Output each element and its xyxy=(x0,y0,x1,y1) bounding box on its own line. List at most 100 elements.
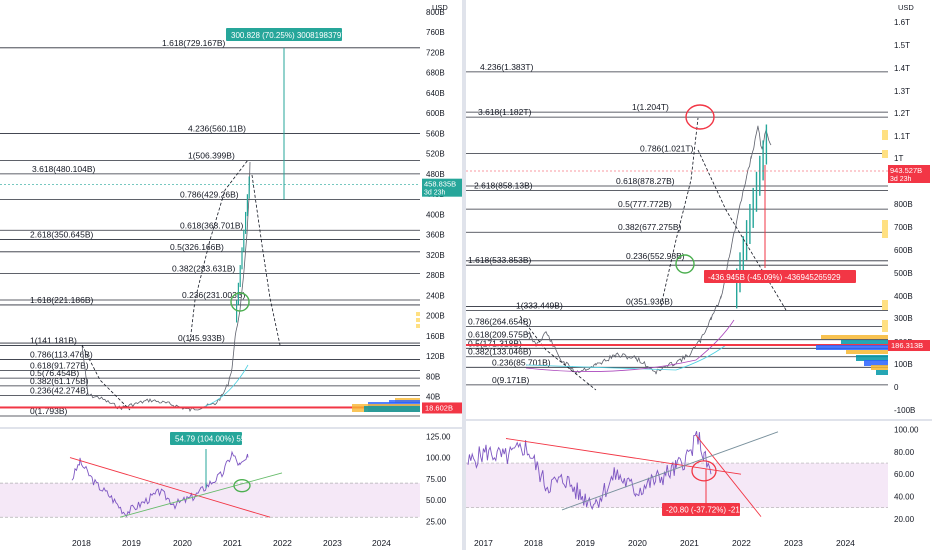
rsi-measure-label-box xyxy=(170,432,242,445)
volume-profile-bar xyxy=(856,355,888,361)
left-chart-svg[interactable]: 1.618(729.167B) 4.236(560.11B) 1(506.399B)… xyxy=(0,0,462,550)
time-axis-tick: 2021 xyxy=(223,538,242,548)
price-axis-tick: 480B xyxy=(426,170,445,179)
volume-profile-bar xyxy=(864,360,888,366)
time-axis-tick: 2024 xyxy=(836,538,855,548)
fib-level-label: 3.618(480.104B) xyxy=(32,164,95,174)
rsi-highlight-circle xyxy=(691,460,717,482)
price-axis-tick: 760B xyxy=(426,28,445,37)
measure-label-text: -436.945B (-45.09%) -436945265929 xyxy=(708,273,841,282)
volume-profile-bar xyxy=(882,220,888,238)
fib-level-label: 0.618(368.701B) xyxy=(180,220,243,230)
time-axis-tick: 2022 xyxy=(732,538,751,548)
price-candle xyxy=(742,236,744,277)
rsi-measure-label-box xyxy=(662,503,740,516)
support-price-tag[interactable] xyxy=(888,340,930,352)
fib-level-label: 0.5(171.318B) xyxy=(468,338,522,348)
price-axis-tick: 720B xyxy=(426,48,445,57)
volume-profile-bar xyxy=(816,345,888,350)
time-axis-tick: 2024 xyxy=(372,538,391,548)
support-line xyxy=(466,344,888,347)
price-candle xyxy=(752,187,754,228)
right-chart-svg[interactable]: 4.236(1.383T) 1(1.204T) 3.618(1.182T) 0.786… xyxy=(466,0,932,550)
price-axis-tick: 700B xyxy=(894,223,913,232)
current-price-value: 943.527B xyxy=(890,166,922,175)
support-price-tag[interactable] xyxy=(422,402,462,414)
price-candle xyxy=(736,268,738,309)
measure-label-box xyxy=(704,270,856,283)
fib-level-label: 0.5(777.772B) xyxy=(618,199,672,209)
moving-average-line xyxy=(525,344,727,371)
price-candle xyxy=(759,155,761,196)
support-price-value: 186.313B xyxy=(891,341,923,350)
fib-level-label: 1(141.181B) xyxy=(30,335,77,345)
rsi-axis-tick: 75.00 xyxy=(426,475,447,484)
volume-profile-bar xyxy=(389,400,420,403)
price-series-line xyxy=(81,161,251,412)
time-axis-tick: 2020 xyxy=(173,538,192,548)
time-axis-tick: 2018 xyxy=(72,538,91,548)
time-axis-tick: 2022 xyxy=(273,538,292,548)
rsi-highlight-circle xyxy=(233,479,251,493)
price-axis-tick: 600B xyxy=(894,246,913,255)
rsi-measure-label-text: -20.80 (-37.72%) -21 xyxy=(666,506,740,515)
fib-level-label: 2.618(350.645B) xyxy=(30,229,93,239)
rsi-axis-tick: 50.00 xyxy=(426,496,447,505)
price-axis-tick: 200B xyxy=(426,312,445,321)
current-price-countdown: 3d 23h xyxy=(890,176,912,183)
price-axis-tick: 800B xyxy=(894,200,913,209)
rsi-axis-tick: 25.00 xyxy=(426,517,447,526)
fib-level-label: 0.236(42.274B) xyxy=(30,385,89,395)
fib-level-label: 0(1.793B) xyxy=(30,406,67,416)
price-axis-tick: 1.4T xyxy=(894,64,910,73)
measure-label-text: 300.828 (70.25%) 300819837976 xyxy=(231,31,351,40)
fib-level-label: 0.236(231.003B) xyxy=(182,290,245,300)
time-axis-tick: 2021 xyxy=(680,538,699,548)
fib-level-label: 0.786(429.26B) xyxy=(180,190,239,200)
price-axis-tick: 1.2T xyxy=(894,109,910,118)
fib-level-label: 1(333.449B) xyxy=(516,301,563,311)
highlight-circle xyxy=(230,292,250,312)
current-price-tag[interactable] xyxy=(422,178,462,197)
rsi-axis-tick: 100.00 xyxy=(426,454,451,463)
price-axis-tick: 1.5T xyxy=(894,41,910,50)
rsi-axis-tick: 125.00 xyxy=(426,432,451,441)
panel-divider[interactable] xyxy=(462,0,466,550)
right-chart-panel[interactable]: 4.236(1.383T) 1(1.204T) 3.618(1.182T) 0.786… xyxy=(466,0,932,550)
measure-label-box xyxy=(226,28,342,41)
price-candle xyxy=(239,265,241,288)
fib-level-label: 0.236(85.701B) xyxy=(492,357,551,367)
price-axis-tick: 280B xyxy=(426,271,445,280)
price-pane-background xyxy=(0,0,420,428)
price-candle xyxy=(765,124,768,165)
price-axis-tick: 400B xyxy=(894,292,913,301)
current-price-tag[interactable] xyxy=(888,164,930,183)
current-price-value: 458.835B xyxy=(424,180,456,189)
left-chart-panel[interactable]: 1.618(729.167B) 4.236(560.11B) 1(506.399B)… xyxy=(0,0,462,550)
rsi-line xyxy=(71,450,249,518)
price-candle xyxy=(749,204,751,244)
price-axis-tick: 600B xyxy=(426,109,445,118)
price-axis-tick: 0 xyxy=(894,383,899,392)
price-candle xyxy=(245,211,247,234)
rsi-axis-tick: 40.00 xyxy=(894,493,915,502)
rsi-trendline xyxy=(561,431,779,511)
volume-profile-bar xyxy=(876,370,888,375)
volume-profile-bar xyxy=(882,320,888,332)
price-axis-tick: 1T xyxy=(894,154,903,163)
fib-level-label: 0.618(91.727B) xyxy=(30,360,89,370)
price-candle xyxy=(762,140,764,181)
fib-level-label: 0.618(878.27B) xyxy=(616,176,675,186)
price-axis-tick: 640B xyxy=(426,89,445,98)
time-axis-tick: 2023 xyxy=(323,538,342,548)
price-axis-tick: 160B xyxy=(426,332,445,341)
price-candle xyxy=(246,194,248,217)
volume-profile-bar xyxy=(882,300,888,310)
fib-level-label: 0.786(1.021T) xyxy=(640,143,694,153)
price-axis-tick: 240B xyxy=(426,291,445,300)
fib-level-label: 0.5(76.454B) xyxy=(30,368,79,378)
volume-profile-bar xyxy=(416,312,420,316)
price-axis-tick: 1.6T xyxy=(894,18,910,27)
time-axis-tick: 2019 xyxy=(576,538,595,548)
volume-profile-bar xyxy=(871,365,888,370)
